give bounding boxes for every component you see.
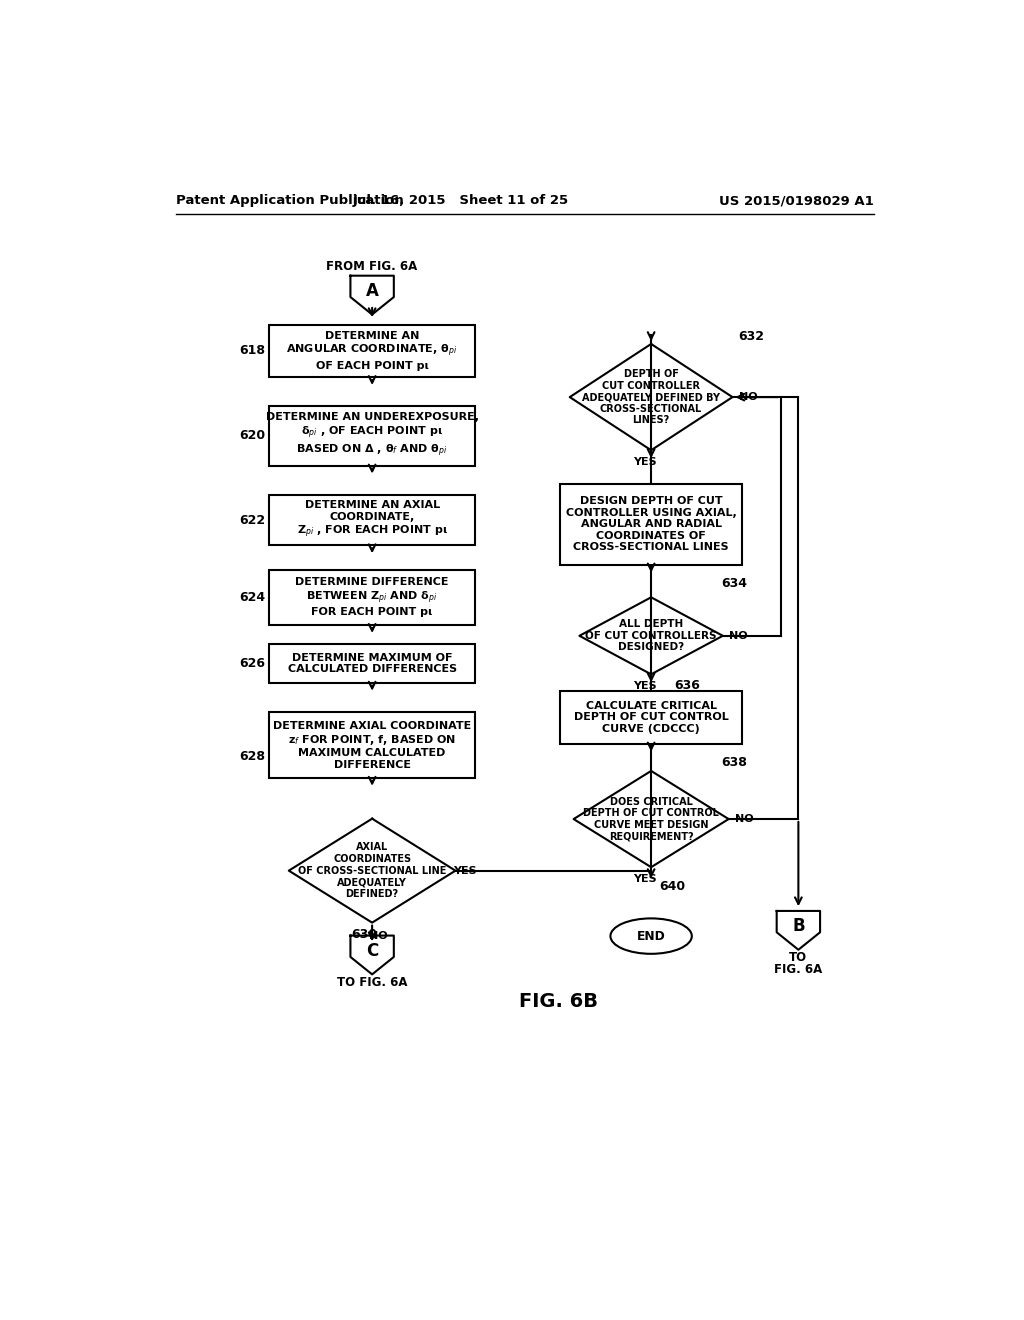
Bar [560, 692, 742, 743]
Text: 622: 622 [240, 513, 265, 527]
Text: TO: TO [790, 952, 808, 964]
Text: 628: 628 [240, 750, 265, 763]
Text: YES: YES [633, 457, 656, 467]
Text: DETERMINE MAXIMUM OF
CALCULATED DIFFERENCES: DETERMINE MAXIMUM OF CALCULATED DIFFEREN… [288, 652, 457, 675]
Text: 632: 632 [738, 330, 765, 343]
Text: Patent Application Publication: Patent Application Publication [176, 194, 403, 207]
Text: NO: NO [729, 631, 748, 640]
Text: B: B [792, 917, 805, 936]
Text: FIG. 6B: FIG. 6B [518, 993, 598, 1011]
Text: CALCULATE CRITICAL
DEPTH OF CUT CONTROL
CURVE (CDCCC): CALCULATE CRITICAL DEPTH OF CUT CONTROL … [573, 701, 728, 734]
Text: ALL DEPTH
OF CUT CONTROLLERS
DESIGNED?: ALL DEPTH OF CUT CONTROLLERS DESIGNED? [586, 619, 717, 652]
Text: END: END [637, 929, 666, 942]
Bar [560, 483, 742, 565]
Text: YES: YES [633, 681, 656, 690]
Text: 626: 626 [240, 657, 265, 671]
Bar [269, 405, 475, 466]
Text: DETERMINE AN AXIAL
COORDINATE,
Z$_{pi}$ , FOR EACH POINT pι: DETERMINE AN AXIAL COORDINATE, Z$_{pi}$ … [297, 500, 447, 540]
Text: NO: NO [735, 814, 754, 824]
Text: NO: NO [369, 932, 388, 941]
Text: DETERMINE AN UNDEREXPOSURE,
δ$_{pi}$ , OF EACH POINT pι
BASED ON Δ , θ$_f$ AND θ: DETERMINE AN UNDEREXPOSURE, δ$_{pi}$ , O… [265, 412, 478, 459]
Bar [269, 570, 475, 626]
Text: TO FIG. 6A: TO FIG. 6A [337, 975, 408, 989]
Text: 638: 638 [722, 756, 748, 770]
Text: DETERMINE DIFFERENCE
BETWEEN Z$_{pi}$ AND δ$_{pi}$
FOR EACH POINT pι: DETERMINE DIFFERENCE BETWEEN Z$_{pi}$ AN… [295, 577, 449, 618]
Bar [269, 495, 475, 545]
Text: DETERMINE AN
ANGULAR COORDINATE, θ$_{pi}$
OF EACH POINT pι: DETERMINE AN ANGULAR COORDINATE, θ$_{pi}… [287, 331, 458, 371]
Text: 640: 640 [658, 880, 685, 892]
Bar [269, 644, 475, 682]
Ellipse shape [610, 919, 692, 954]
Text: 636: 636 [675, 680, 700, 693]
Text: YES: YES [633, 874, 656, 883]
Text: A: A [366, 282, 379, 300]
Text: Jul. 16, 2015   Sheet 11 of 25: Jul. 16, 2015 Sheet 11 of 25 [353, 194, 569, 207]
Bar [269, 325, 475, 378]
Text: 634: 634 [722, 577, 748, 590]
Text: AXIAL
COORDINATES
OF CROSS-SECTIONAL LINE
ADEQUATELY
DEFINED?: AXIAL COORDINATES OF CROSS-SECTIONAL LIN… [298, 842, 446, 899]
Text: YES: YES [453, 866, 476, 875]
Text: DESIGN DEPTH OF CUT
CONTROLLER USING AXIAL,
ANGULAR AND RADIAL
COORDINATES OF
CR: DESIGN DEPTH OF CUT CONTROLLER USING AXI… [565, 496, 736, 552]
Text: DOES CRITICAL
DEPTH OF CUT CONTROL
CURVE MEET DESIGN
REQUIREMENT?: DOES CRITICAL DEPTH OF CUT CONTROL CURVE… [584, 797, 719, 841]
Bar [269, 713, 475, 777]
Text: US 2015/0198029 A1: US 2015/0198029 A1 [719, 194, 873, 207]
Text: 618: 618 [240, 345, 265, 358]
Text: DETERMINE AXIAL COORDINATE
z$_f$ FOR POINT, f, BASED ON
MAXIMUM CALCULATED
DIFFE: DETERMINE AXIAL COORDINATE z$_f$ FOR POI… [273, 721, 471, 770]
Text: NO: NO [738, 392, 758, 403]
Text: C: C [366, 942, 378, 960]
Text: 624: 624 [240, 591, 265, 603]
Text: DEPTH OF
CUT CONTROLLER
ADEQUATELY DEFINED BY
CROSS-SECTIONAL
LINES?: DEPTH OF CUT CONTROLLER ADEQUATELY DEFIN… [582, 368, 720, 425]
Text: 620: 620 [240, 429, 265, 442]
Text: FIG. 6A: FIG. 6A [774, 962, 822, 975]
Text: 630: 630 [351, 928, 378, 941]
Text: FROM FIG. 6A: FROM FIG. 6A [327, 260, 418, 273]
